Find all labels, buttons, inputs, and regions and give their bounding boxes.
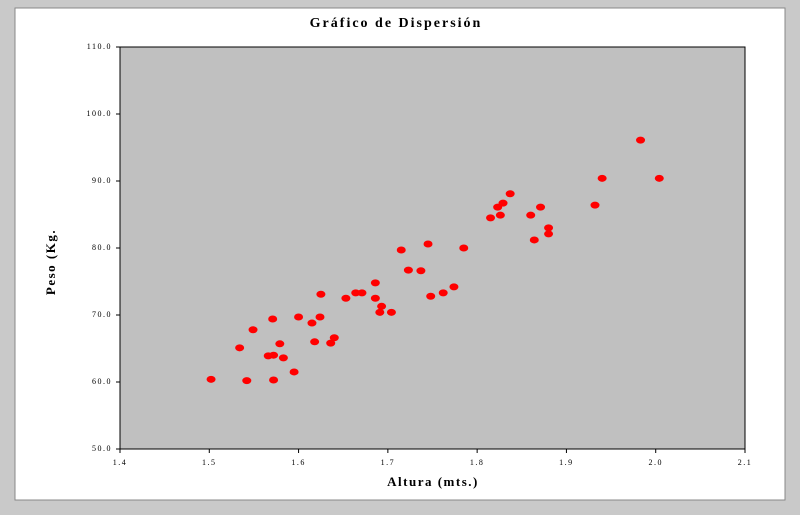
y-tick-label: 100.0 xyxy=(87,109,113,118)
point xyxy=(529,236,539,244)
x-axis-label: Altura (mts.) xyxy=(387,474,479,489)
point xyxy=(329,334,339,342)
point xyxy=(403,266,413,274)
point xyxy=(307,319,317,327)
point xyxy=(636,136,646,144)
point xyxy=(370,279,380,287)
x-tick-label: 1.5 xyxy=(202,458,217,467)
point xyxy=(326,339,336,347)
point xyxy=(275,340,285,348)
point xyxy=(269,376,279,384)
y-tick-label: 50.0 xyxy=(92,444,112,453)
y-tick-label: 60.0 xyxy=(92,377,112,386)
point xyxy=(426,292,436,300)
point xyxy=(316,290,326,298)
point xyxy=(590,201,600,209)
point xyxy=(597,174,607,182)
point xyxy=(386,308,396,316)
x-tick-label: 1.9 xyxy=(559,458,574,467)
point xyxy=(269,351,279,359)
x-tick-label: 2.1 xyxy=(738,458,753,467)
point xyxy=(526,211,536,219)
point xyxy=(268,315,278,323)
point xyxy=(544,230,554,238)
point xyxy=(459,244,469,252)
x-tick-label: 1.6 xyxy=(291,458,306,467)
point xyxy=(396,246,406,254)
point xyxy=(341,294,351,302)
point xyxy=(235,344,245,352)
y-tick-label: 80.0 xyxy=(92,243,112,252)
point xyxy=(544,224,554,232)
x-tick-label: 1.7 xyxy=(381,458,396,467)
plot-area xyxy=(119,46,746,450)
point xyxy=(377,302,387,310)
point xyxy=(375,308,385,316)
chart-title: Gráfico de Dispersión xyxy=(310,16,483,31)
point xyxy=(310,338,320,346)
point xyxy=(206,375,216,383)
x-tick-label: 1.8 xyxy=(470,458,485,467)
point xyxy=(242,377,252,385)
point xyxy=(370,294,380,302)
point xyxy=(438,289,448,297)
point xyxy=(505,190,515,198)
point xyxy=(654,174,664,182)
point xyxy=(294,313,304,321)
point xyxy=(357,289,367,297)
point xyxy=(416,267,426,275)
y-tick-label: 90.0 xyxy=(92,176,112,185)
point xyxy=(315,313,325,321)
point xyxy=(449,283,459,291)
point xyxy=(351,289,361,297)
x-tick-label: 1.4 xyxy=(113,458,128,467)
point xyxy=(289,368,299,376)
y-tick-label: 110.0 xyxy=(87,42,112,51)
x-tick-label: 2.0 xyxy=(648,458,663,467)
point xyxy=(495,211,505,219)
y-axis-label: Peso (Kg. xyxy=(43,229,58,295)
point xyxy=(248,326,258,334)
point xyxy=(423,240,433,248)
y-tick-label: 70.0 xyxy=(92,310,112,319)
point xyxy=(486,214,496,222)
point xyxy=(536,203,546,211)
point xyxy=(498,199,508,207)
point xyxy=(278,354,288,362)
